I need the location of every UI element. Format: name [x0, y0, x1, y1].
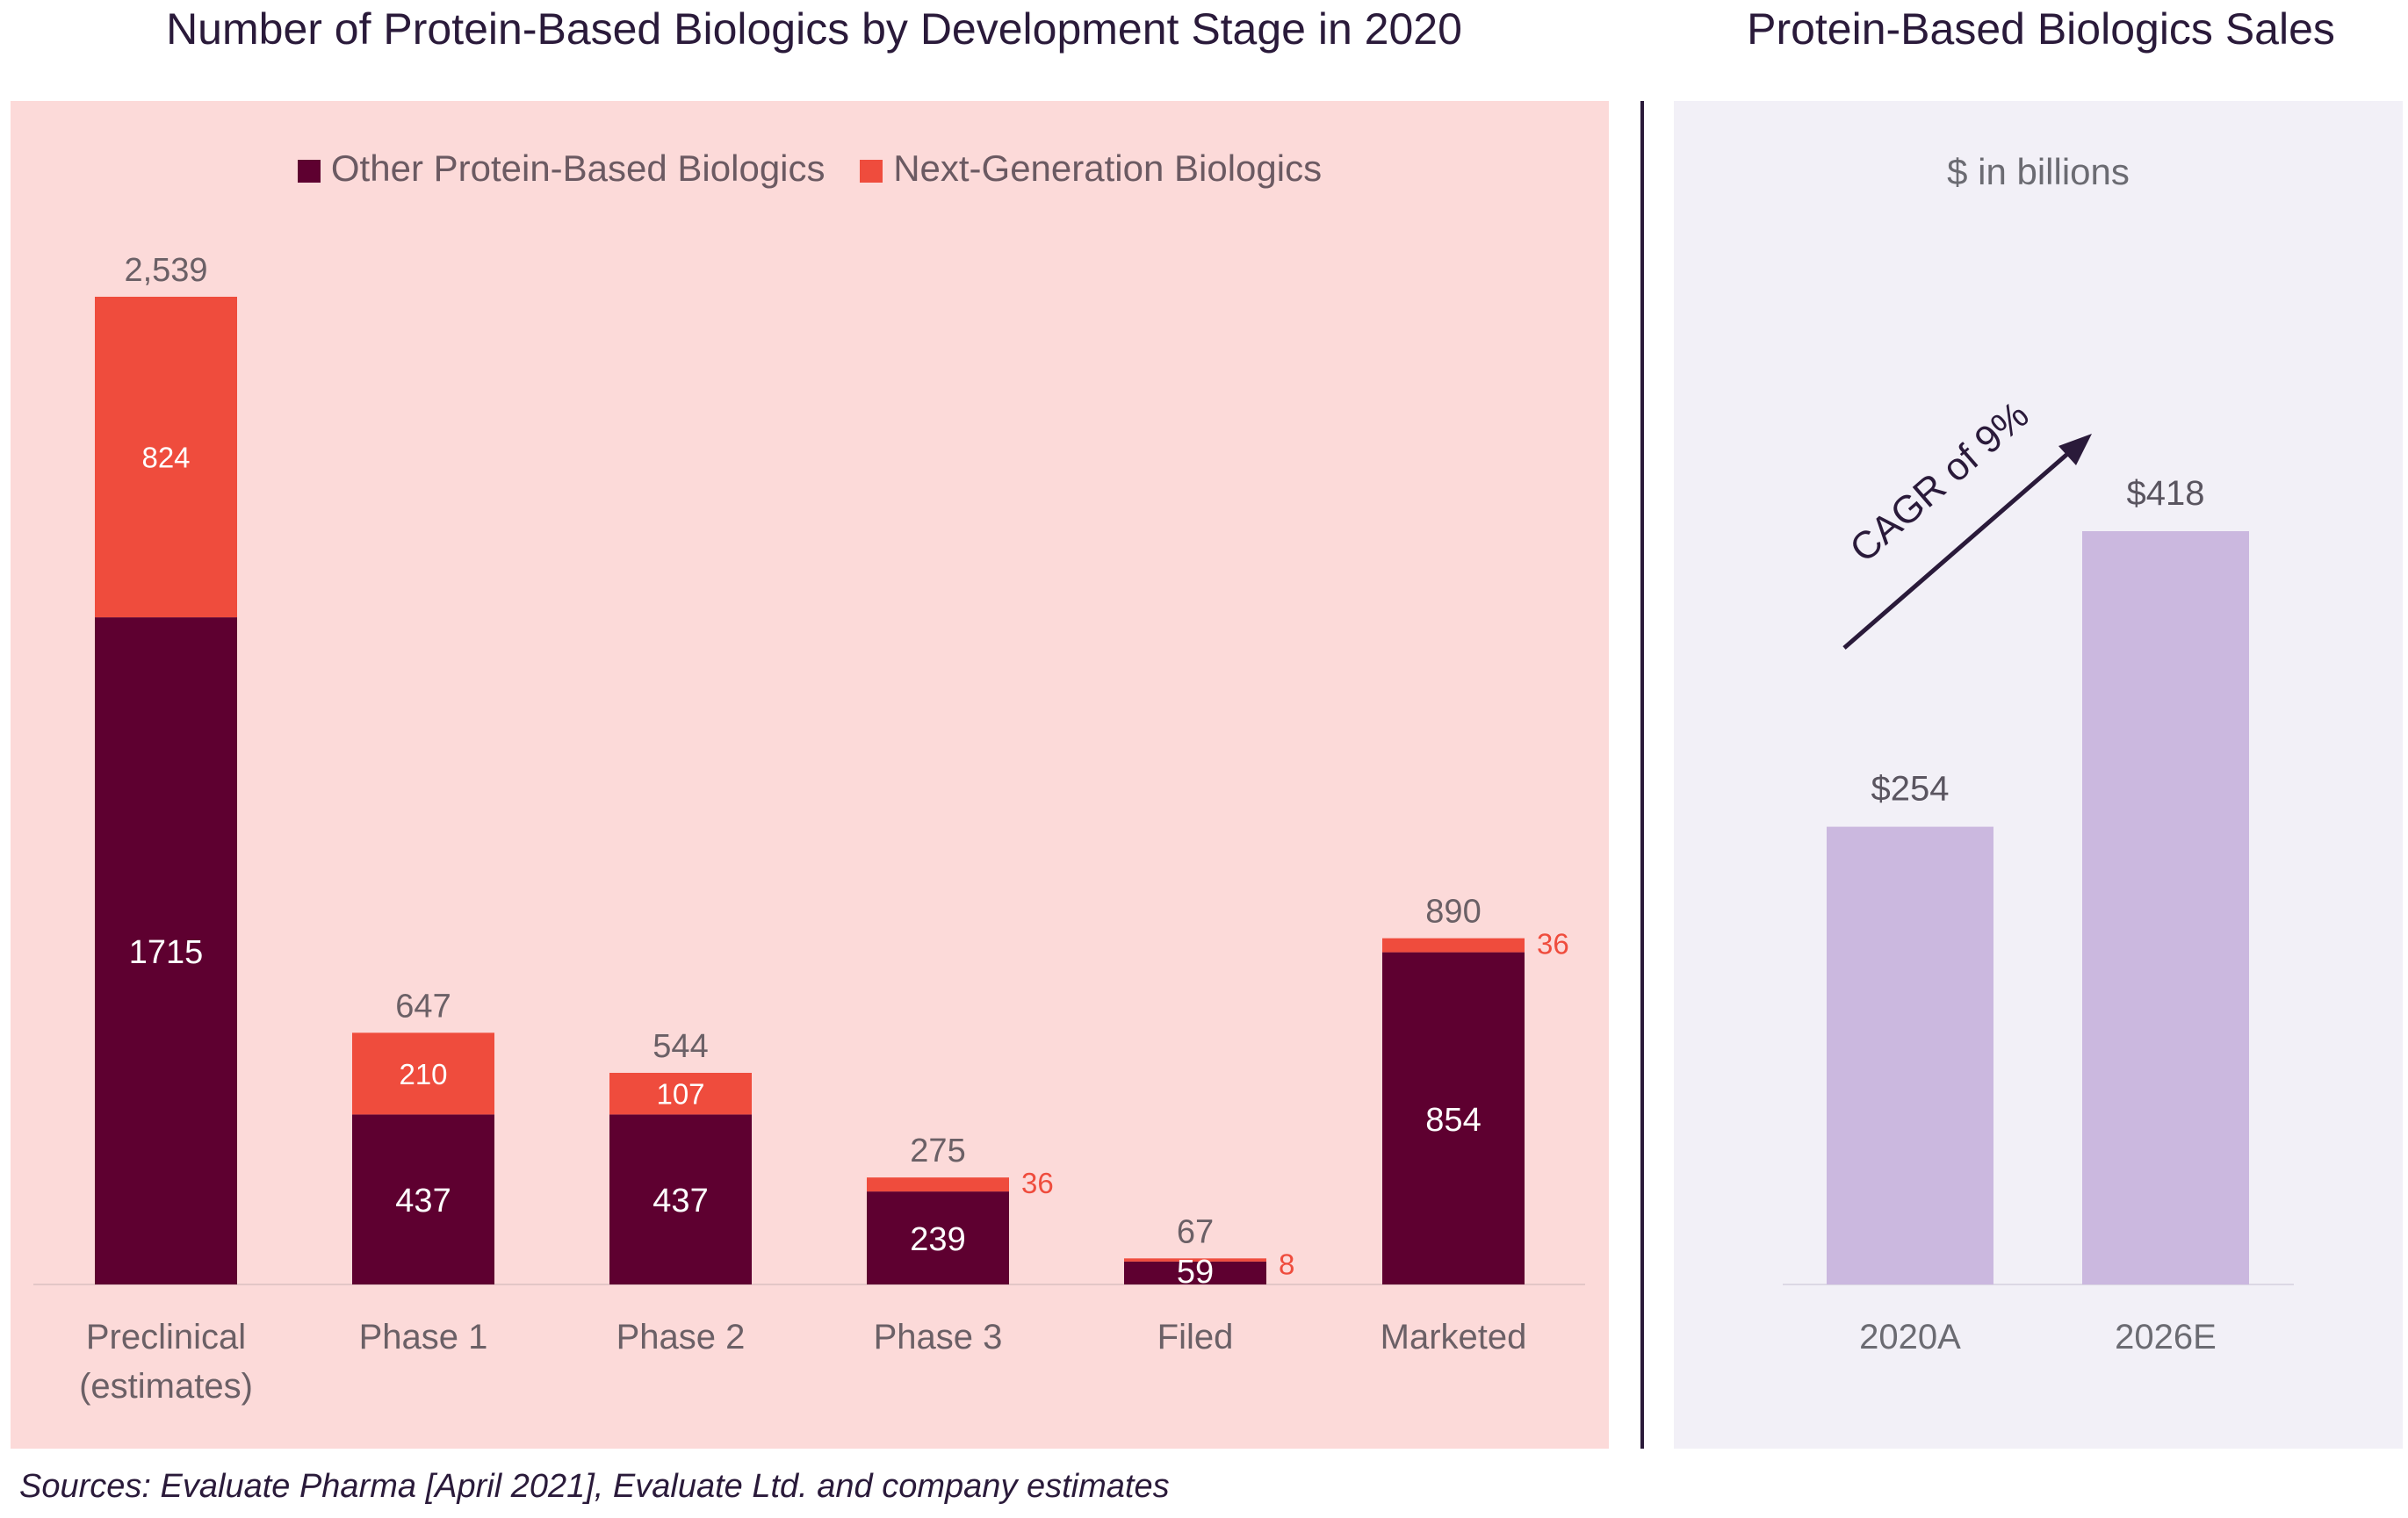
cagr-arrow-line [1842, 448, 2074, 650]
legend-label-next-gen: Next-Generation Biologics [893, 147, 1323, 189]
bar-other-0 [95, 617, 237, 1284]
legend-item-next-gen: Next-Generation Biologics [860, 147, 1322, 190]
category-label-5-0: Marketed [1381, 1318, 1527, 1356]
legend-swatch-next-gen [860, 160, 883, 183]
category-label-0-1: (estimates) [79, 1367, 253, 1406]
sales-value-label-0: $254 [1871, 770, 1950, 809]
bar-total-label-5: 890 [1425, 894, 1481, 931]
cagr-label: CAGR of 9% [1842, 393, 2037, 571]
bar-label-next-gen-5: 36 [1537, 928, 1569, 960]
cagr-arrow-head [2058, 434, 2092, 465]
bar-next-gen-0 [95, 297, 237, 618]
sales-value-label-1: $418 [2127, 474, 2205, 513]
bar-label-next-gen-2: 107 [656, 1078, 704, 1111]
bar-label-next-gen-1: 210 [399, 1058, 447, 1090]
bar-label-next-gen-3: 36 [1021, 1167, 1054, 1199]
bar-total-label-0: 2,539 [124, 252, 207, 289]
sales-chart-panel [1674, 101, 2403, 1449]
bar-total-label-2: 544 [652, 1028, 708, 1065]
bar-next-gen-1 [352, 1032, 494, 1115]
bar-total-label-1: 647 [395, 988, 451, 1025]
bar-other-1 [352, 1114, 494, 1284]
category-label-1-0: Phase 1 [359, 1318, 488, 1356]
sales-category-label-1: 2026E [2115, 1318, 2217, 1356]
bar-label-other-2: 437 [652, 1183, 708, 1219]
bar-next-gen-2 [609, 1072, 752, 1115]
bar-next-gen-4 [1124, 1258, 1266, 1262]
stage-chart-panel [11, 101, 1609, 1449]
stage-chart-legend: Other Protein-Based Biologics Next-Gener… [11, 147, 1609, 190]
bar-total-label-4: 67 [1177, 1213, 1214, 1250]
legend-label-other: Other Protein-Based Biologics [330, 147, 825, 189]
legend-swatch-other [297, 160, 321, 183]
bar-label-other-3: 239 [910, 1221, 965, 1258]
category-label-3-0: Phase 3 [874, 1318, 1003, 1356]
bar-other-4 [1124, 1261, 1266, 1284]
bar-label-other-5: 854 [1425, 1102, 1481, 1139]
legend-item-other: Other Protein-Based Biologics [297, 147, 825, 190]
bar-other-2 [609, 1114, 752, 1284]
sales-category-label-0: 2020A [1859, 1318, 1961, 1356]
bar-label-other-1: 437 [395, 1183, 451, 1219]
bar-label-next-gen-0: 824 [141, 442, 190, 474]
left-chart-title: Number of Protein-Based Biologics by Dev… [166, 4, 1462, 54]
bar-label-other-4: 59 [1177, 1254, 1214, 1291]
bar-next-gen-5 [1382, 938, 1525, 953]
category-label-4-0: Filed [1157, 1318, 1234, 1356]
bar-other-5 [1382, 952, 1525, 1284]
bar-label-next-gen-4: 8 [1279, 1248, 1294, 1280]
source-note: Sources: Evaluate Pharma [April 2021], E… [19, 1468, 1170, 1505]
bar-other-3 [867, 1191, 1009, 1284]
sales-units-label: $ in billions [1947, 151, 2130, 192]
bar-next-gen-3 [867, 1177, 1009, 1192]
bar-label-other-0: 1715 [129, 934, 204, 971]
category-label-2-0: Phase 2 [616, 1318, 746, 1356]
panel-divider [1640, 101, 1644, 1449]
category-label-0-0: Preclinical [86, 1318, 246, 1356]
sales-bar-0 [1827, 826, 1993, 1284]
sales-bar-1 [2082, 531, 2249, 1284]
right-chart-title: Protein-Based Biologics Sales [1747, 4, 2335, 54]
bar-total-label-3: 275 [910, 1133, 965, 1169]
